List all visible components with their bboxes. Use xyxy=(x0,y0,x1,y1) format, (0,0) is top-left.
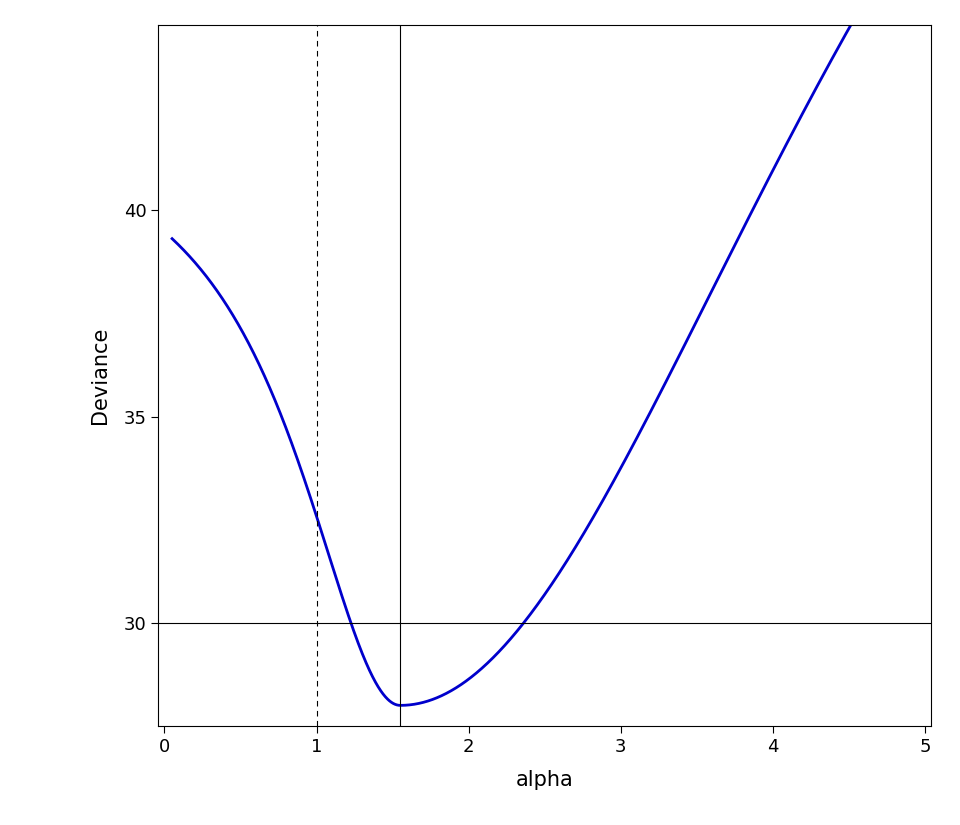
Y-axis label: Deviance: Deviance xyxy=(89,327,109,424)
X-axis label: alpha: alpha xyxy=(516,770,574,790)
